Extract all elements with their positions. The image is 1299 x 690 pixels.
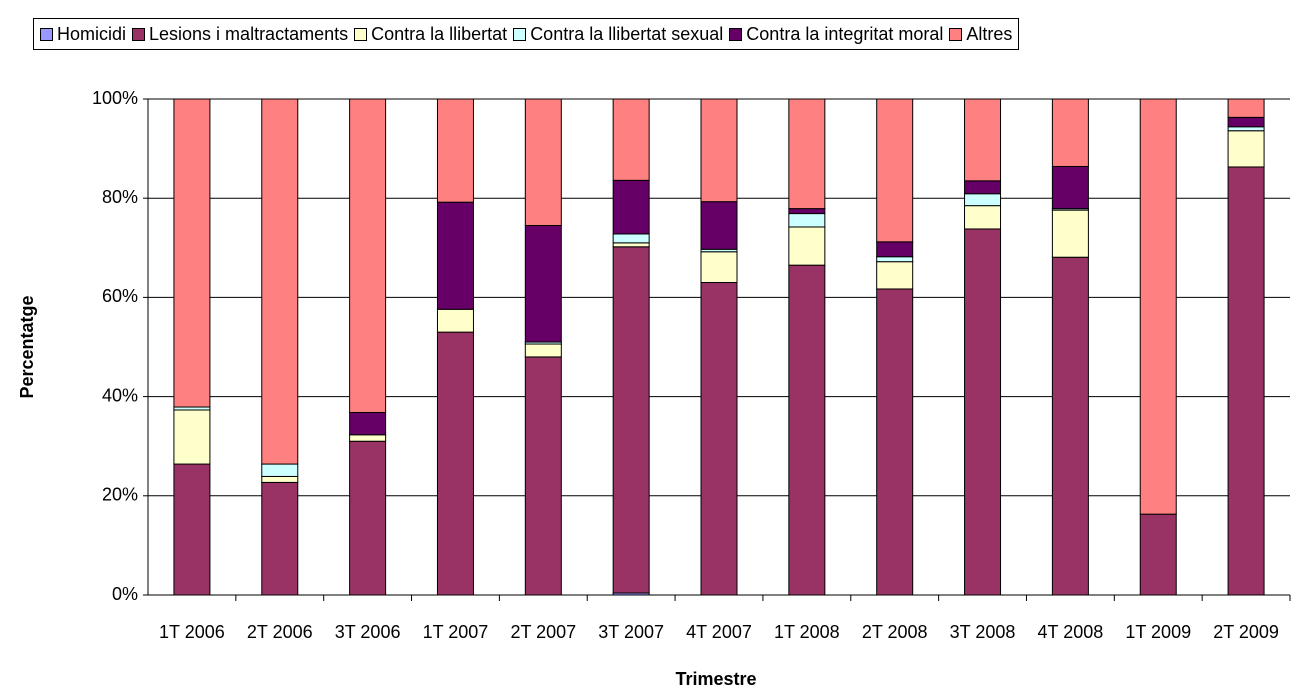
x-tick-label: 2T 2007 [510,622,576,642]
x-tick-label: 4T 2008 [1038,622,1104,642]
x-tick-label: 3T 2006 [335,622,401,642]
legend-label: Contra la llibertat [371,23,508,44]
bar-segment [964,205,1002,230]
legend: Homicidi Lesions i maltractaments Contra l… [33,18,1020,50]
bar-segment [788,98,826,210]
x-tick-label: 1T 2007 [423,622,489,642]
legend-label: Contra la llibertat sexual [530,23,724,44]
bar-segment [173,98,211,408]
bar-segment [788,213,826,228]
legend-swatch [40,27,53,41]
bar-segment [1227,126,1265,132]
x-tick-label: 3T 2008 [950,622,1016,642]
bar-segment [876,241,914,258]
legend-label: Lesions i maltractaments [149,23,349,44]
bar-segment [612,179,650,235]
legend-swatch [729,27,743,41]
bar-segment [1139,98,1177,515]
bar-segment [612,98,650,181]
bar-segment [1051,256,1089,596]
x-tick-label: 1T 2008 [774,622,840,642]
legend-item: Contra la llibertat sexual [513,24,723,45]
bar-segment [524,356,562,596]
legend-label: Altres [966,23,1013,44]
legend-item: Contra la llibertat [354,24,507,45]
bar-segment [1139,513,1177,596]
legend-item: Lesions i maltractaments [132,24,348,45]
bar-segment [436,308,474,333]
bar-segment [524,98,562,226]
bar-segment [788,208,826,215]
bar-segment [1051,165,1089,210]
bar-segment [964,98,1002,182]
bar-segment [173,409,211,465]
x-tick-label: 2T 2009 [1213,622,1279,642]
bar-segment [261,475,299,483]
y-tick-label: 80% [102,187,138,207]
bar-segment [612,242,650,248]
bar-segment [1227,98,1265,118]
bar-segment [1051,98,1089,167]
bar-segment [876,261,914,290]
bar-segment [700,251,738,284]
y-tick-label: 0% [112,584,138,604]
x-axis-label: Trimestre [675,669,756,689]
bar-segment [349,411,387,436]
bar-segment [261,98,299,465]
legend-swatch [513,27,527,41]
bar-segment [700,282,738,596]
bar-segment [788,264,826,596]
x-tick-label: 2T 2006 [247,622,313,642]
bar-segment [349,434,387,442]
bar-segment [612,246,650,594]
x-tick-label: 1T 2009 [1125,622,1191,642]
legend-item: Altres [949,24,1012,45]
y-axis-label: Percentatge [17,295,37,398]
legend-item: Homicidi [40,24,126,45]
bar-segment [964,193,1002,207]
bar-segment [1227,130,1265,168]
bar-segment [1051,209,1089,258]
bar-segment [524,224,562,343]
x-tick-label: 1T 2006 [159,622,225,642]
y-tick-label: 20% [102,485,138,505]
legend-swatch [132,27,146,41]
bar-segment [173,463,211,596]
legend-label: Homicidi [57,23,127,44]
bar-segment [261,481,299,596]
bar-segment [876,256,914,263]
y-tick-label: 40% [102,385,138,405]
y-tick-label: 60% [102,286,138,306]
bar-segment [1227,166,1265,596]
bar-segment [524,343,562,358]
bar-segment [876,288,914,596]
x-tick-label: 3T 2007 [598,622,664,642]
bar-segment [612,233,650,244]
y-tick-label: 100% [92,88,138,108]
bar-segment [349,98,387,413]
bar-segment [700,98,738,203]
x-tick-label: 2T 2008 [862,622,928,642]
x-tick-label: 4T 2007 [686,622,752,642]
legend-swatch [354,27,368,41]
legend-label: Contra la integritat moral [746,23,944,44]
bar-segment [436,201,474,310]
bar-segment [436,331,474,596]
legend-swatch [949,27,963,41]
bar-segment [876,98,914,243]
bar-segment [436,98,474,203]
bar-segment [1227,116,1265,128]
bar-segment [700,201,738,250]
bar-segment [261,463,299,477]
bar-segment [964,228,1002,596]
legend-item: Contra la integritat moral [729,24,943,45]
bar-segment [964,180,1002,195]
bar-segment [788,226,826,266]
bar-segment [349,440,387,596]
